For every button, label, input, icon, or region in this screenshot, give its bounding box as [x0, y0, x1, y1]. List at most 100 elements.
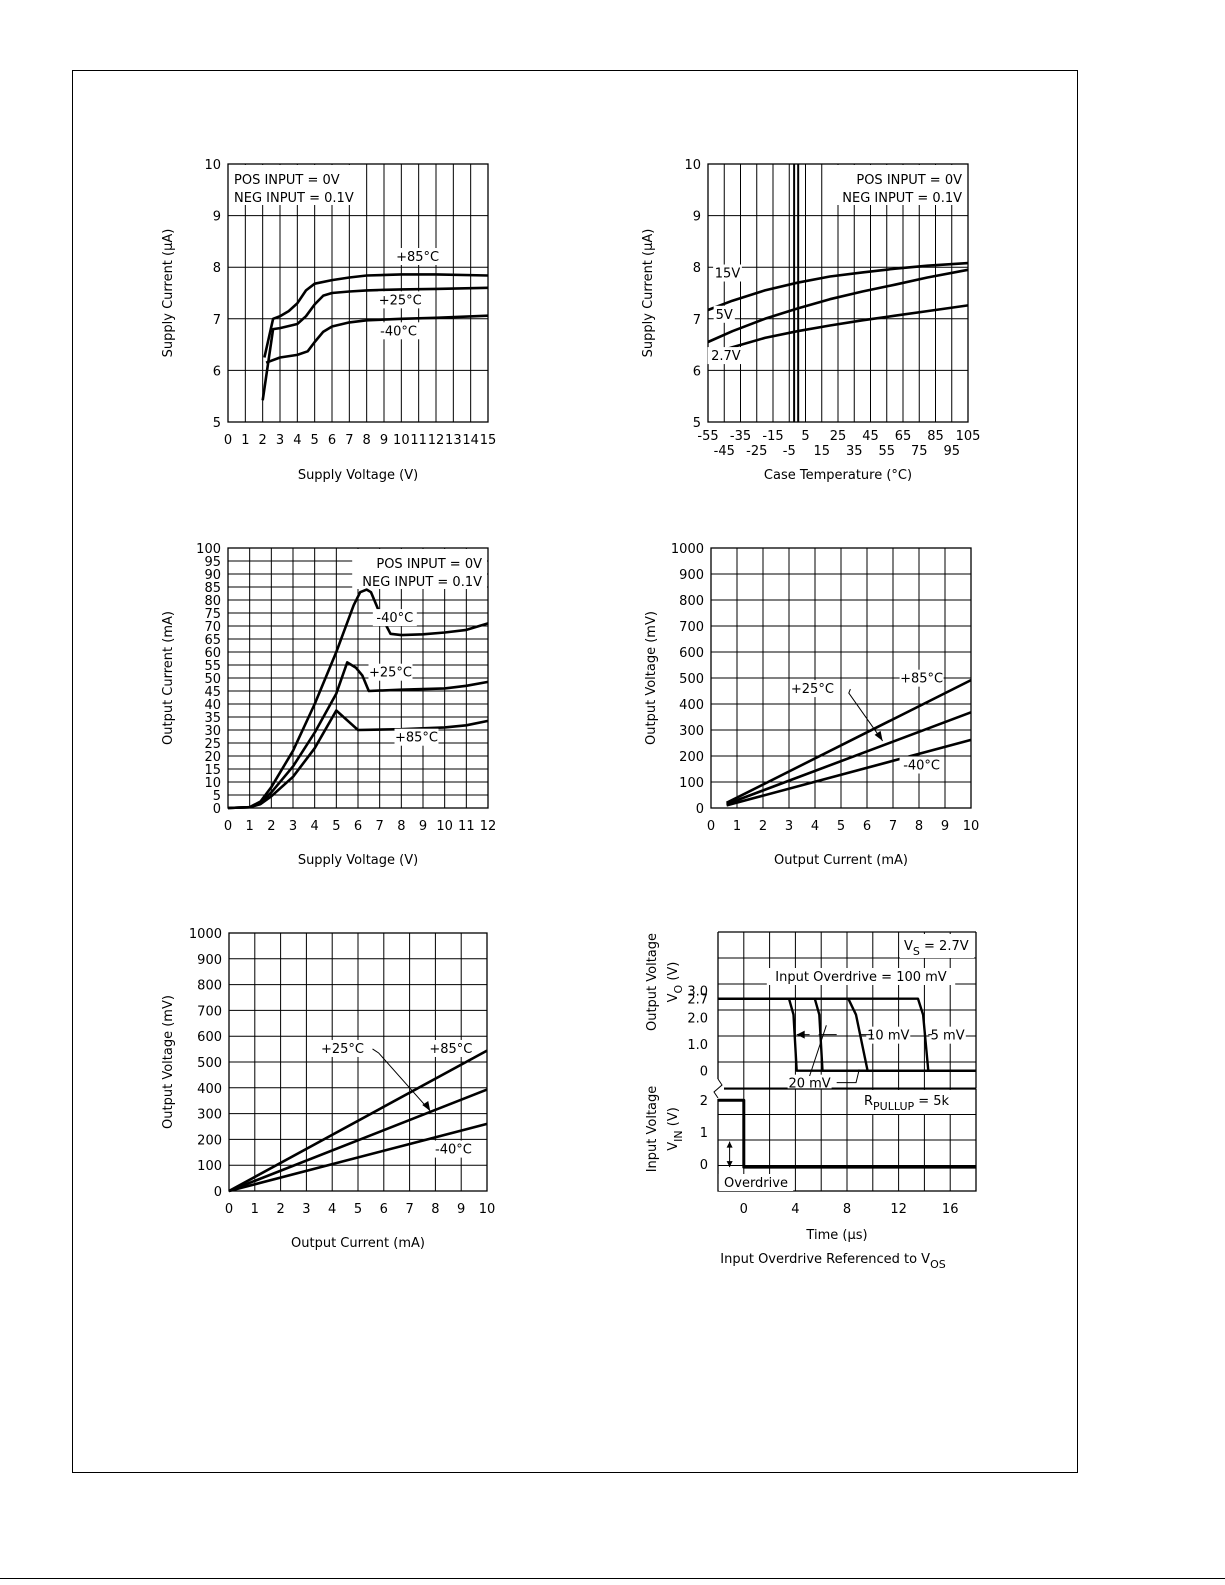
series-label-bg [713, 264, 742, 282]
y-tick-label: 0 [214, 1185, 222, 1200]
y-tick-label: 800 [679, 594, 704, 609]
chart-subtitle: Input Overdrive Referenced to VOS [720, 1252, 945, 1271]
y-tick-label: 10 [204, 158, 221, 173]
x-tick-label: 75 [911, 444, 928, 459]
series-line [263, 273, 489, 358]
overdrive-annotation-bg [766, 968, 956, 985]
y-tick-label: 70 [204, 620, 221, 635]
y-tick-label: 100 [197, 1159, 222, 1174]
y-tick-label: 600 [197, 1030, 222, 1045]
plot-frame [717, 1088, 977, 1192]
note-line: POS INPUT = 0V [376, 557, 482, 572]
series-line [227, 709, 489, 810]
x-tick-label: 9 [457, 1202, 465, 1217]
series-line [228, 1122, 488, 1193]
series-label-bg [428, 1039, 473, 1057]
x-tick-label: -45 [714, 444, 735, 459]
y-tick-label: 700 [197, 1004, 222, 1019]
y-tick-label: 5 [693, 416, 701, 431]
series-label-bg [899, 669, 944, 687]
arrow-head [726, 1141, 733, 1148]
y-tick-label: 3.0 [687, 985, 708, 1000]
x-axis-label: Supply Voltage (V) [298, 853, 418, 868]
x-tick-label: 1 [241, 433, 249, 448]
x-tick-label: 0 [740, 1202, 748, 1217]
chart-response-time: VS = 2.7V Input Overdrive = 100 mV 10 mV 5 … [645, 931, 977, 1271]
plot-frame [227, 163, 489, 423]
y-tick-label: 1000 [189, 927, 222, 942]
overdrive-annotation: Input Overdrive = 100 mV [775, 970, 947, 985]
x-tick-label: 6 [380, 1202, 388, 1217]
x-tick-label: 16 [942, 1202, 959, 1217]
series-line [726, 738, 972, 807]
x-tick-label: 11 [410, 433, 427, 448]
y-tick-label: 100 [196, 542, 221, 557]
y-tick-label: 75 [204, 607, 221, 622]
plot-frame [228, 932, 488, 1192]
x-tick-label: 5 [311, 433, 319, 448]
x-axis-label: Output Current (mA) [774, 853, 908, 868]
y-axis-label-line2: VO (V) [666, 962, 685, 1003]
y-tick-label: 800 [197, 979, 222, 994]
x-tick-label: 4 [811, 819, 819, 834]
x-axis-label: Supply Voltage (V) [298, 468, 418, 483]
page-frame [72, 70, 1078, 1473]
x-tick-label: -55 [697, 429, 718, 444]
series-line [228, 1088, 488, 1193]
x-tick-label: 45 [862, 429, 879, 444]
trace-label-bg [787, 1074, 832, 1092]
series-line [228, 1049, 488, 1193]
series-label-bg [376, 322, 421, 340]
y-axis-label: Output Current (mA) [161, 611, 176, 745]
series-label: +85°C [396, 250, 439, 265]
rpullup-bg [860, 1090, 974, 1114]
x-tick-label: 6 [863, 819, 871, 834]
y-tick-label: 5 [213, 416, 221, 431]
arrow-head [874, 730, 883, 741]
x-tick-label: 1 [251, 1202, 259, 1217]
series-label-bg [707, 347, 745, 365]
y-tick-label: 30 [204, 724, 221, 739]
chart-output-current-vs-supply-voltage: POS INPUT = 0V NEG INPUT = 0.1V -40°C +25°C… [161, 542, 496, 868]
series-line [227, 588, 489, 810]
axis-break [713, 1078, 723, 1099]
y-tick-label: 1.0 [687, 1038, 708, 1053]
series-label-bg [395, 248, 440, 266]
series-label-bg [368, 663, 413, 681]
series-line [726, 678, 972, 804]
leader-line [836, 1069, 860, 1084]
y-tick-label: 600 [679, 646, 704, 661]
trace-label: 20 mV [788, 1077, 830, 1092]
series-label-bg [372, 609, 417, 627]
plot-frame [707, 163, 969, 423]
x-tick-label: 2 [276, 1202, 284, 1217]
trace-label: 10 mV [867, 1029, 909, 1044]
y-tick-label: 2 [700, 1094, 708, 1109]
x-tick-label: -25 [746, 444, 767, 459]
trace-label: 5 mV [931, 1029, 965, 1044]
x-tick-label: 0 [224, 819, 232, 834]
x-tick-label: 8 [915, 819, 923, 834]
y-tick-label: 55 [204, 659, 221, 674]
y-tick-label: 8 [213, 261, 221, 276]
y-tick-label: 1000 [671, 542, 704, 557]
trace-label-bg [929, 1026, 966, 1044]
y-tick-label: 500 [197, 1056, 222, 1071]
y-tick-label: 200 [197, 1133, 222, 1148]
x-tick-label: 7 [405, 1202, 413, 1217]
y-tick-label: 90 [204, 568, 221, 583]
x-tick-label: 1 [733, 819, 741, 834]
leader-line [809, 1025, 827, 1077]
y-tick-label: 40 [204, 698, 221, 713]
x-tick-label: 6 [328, 433, 336, 448]
series-label-bg [713, 305, 735, 323]
y-tick-label: 10 [684, 158, 701, 173]
y-tick-label: 20 [204, 750, 221, 765]
y-tick-label: 300 [679, 724, 704, 739]
x-tick-label: 8 [431, 1202, 439, 1217]
x-tick-label: 0 [224, 433, 232, 448]
chart-supply-current-vs-voltage: POS INPUT = 0V NEG INPUT = 0.1V +85°C +25°C… [161, 158, 496, 483]
x-tick-label: 65 [895, 429, 912, 444]
arrow-head [726, 1161, 733, 1168]
